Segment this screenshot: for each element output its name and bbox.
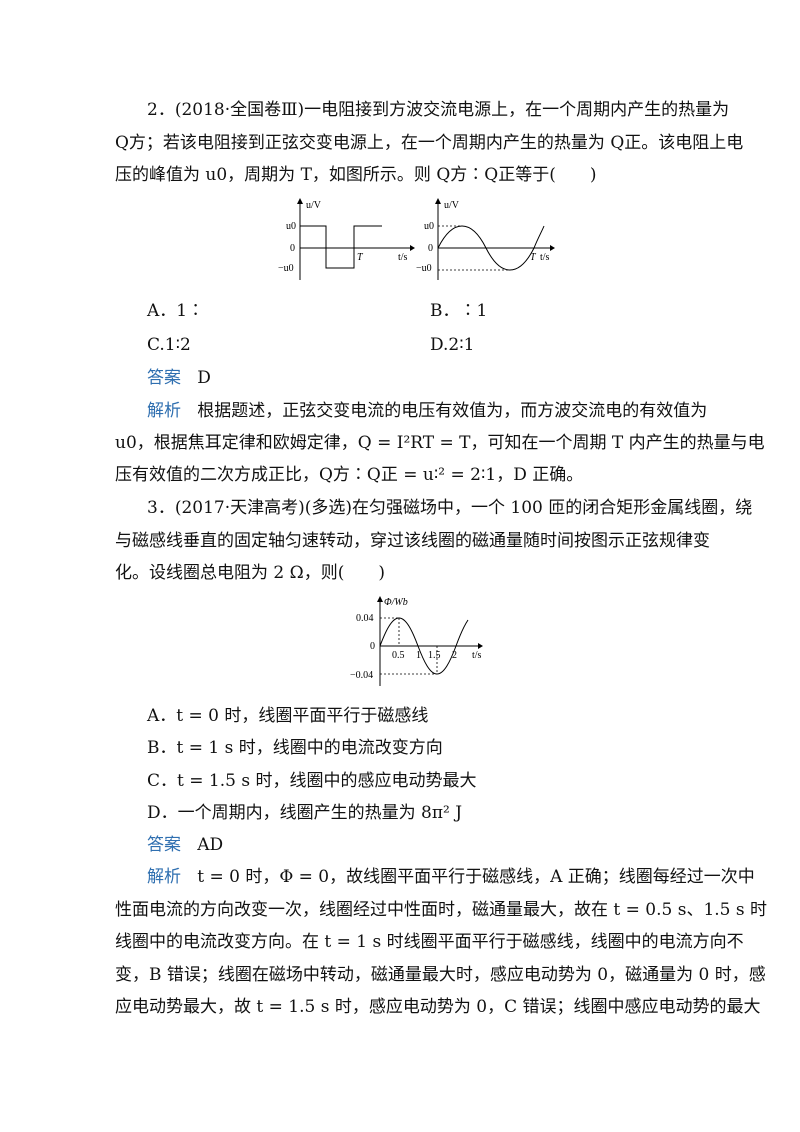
q3-analysis-line1: 解析 t = 0 时，Φ = 0，故线圈平面平行于磁感线，A 正确；线圈每经过一… bbox=[147, 866, 755, 888]
q3-option-a: A．t = 0 时，线圈平面平行于磁感线 bbox=[147, 706, 429, 726]
flux-tick-2: 2 bbox=[452, 650, 457, 661]
q2-option-a: A．1∶ bbox=[147, 301, 205, 321]
q2-stem-line3: 压的峰值为 u0，周期为 T，如图所示。则 Q方∶Q正等于( ) bbox=[115, 165, 597, 185]
square-wave-graph: u/V u0 0 −u0 T t/s bbox=[278, 198, 415, 280]
q3-stem-line1: 3．(2017·天津高考)(多选)在匀强磁场中，一个 100 匝的闭合矩形金属线… bbox=[147, 498, 753, 518]
q2-option-b: B．∶1 bbox=[430, 301, 488, 321]
sine-neg-u0-label: −u0 bbox=[416, 263, 432, 274]
q2-stem-line2: Q方；若该电阻接到正弦交变电源上，在一个周期内产生的热量为 Q正。该电阻上电 bbox=[115, 133, 744, 153]
square-u0-label: u0 bbox=[286, 221, 296, 232]
q3-answer: 答案 AD bbox=[147, 834, 223, 856]
q3-analysis-line4: 变，B 错误；线圈在磁场中转动，磁通量最大时，感应电动势为 0，磁通量为 0 时… bbox=[115, 965, 766, 985]
q3-analysis-line3: 线圈中的电流改变方向。在 t = 1 s 时线圈平面平行于磁感线，线圈中的电流方… bbox=[115, 932, 744, 952]
q2-analysis-line3: 压有效值的二次方成正比，Q方∶Q正 = u∶² = 2∶1，D 正确。 bbox=[115, 465, 584, 485]
q3-analysis-line5: 应电动势最大，故 t = 1.5 s 时，感应电动势为 0，C 错误；线圈中感应… bbox=[115, 997, 761, 1017]
q3-option-c: C．t = 1.5 s 时，线圈中的感应电动势最大 bbox=[147, 771, 477, 791]
q3-option-b: B．t = 1 s 时，线圈中的电流改变方向 bbox=[147, 738, 443, 758]
q2-stem-line1: 2．(2018·全国卷Ⅲ)一电阻接到方波交流电源上，在一个周期内产生的热量为 bbox=[147, 100, 730, 120]
square-ylabel: u/V bbox=[306, 200, 322, 211]
q2-analysis-label: 解析 bbox=[147, 401, 181, 421]
q3-analysis-label: 解析 bbox=[147, 867, 181, 887]
q3-stem-line2: 与磁感线垂直的固定轴匀速转动，穿过该线圈的磁通量随时间按图示正弦规律变 bbox=[115, 531, 710, 551]
q2-answer: 答案 D bbox=[147, 367, 211, 389]
flux-tick-15: 1.5 bbox=[428, 650, 441, 661]
flux-bottom-label: −0.04 bbox=[350, 670, 373, 681]
flux-ylabel: Φ/Wb bbox=[384, 597, 408, 608]
q3-option-d: D．一个周期内，线圈产生的热量为 8π² J bbox=[147, 803, 463, 823]
q3-answer-label: 答案 bbox=[147, 835, 181, 855]
q2-analysis-text1: 根据题述，正弦交变电流的电压有效值为，而方波交流电的有效值为 bbox=[197, 401, 708, 421]
q3-analysis-line2: 性面电流的方向改变一次，线圈经过中性面时，磁通量最大，故在 t = 0.5 s、… bbox=[115, 900, 768, 920]
flux-zero-label: 0 bbox=[370, 641, 375, 652]
sine-ylabel: u/V bbox=[444, 200, 460, 211]
q3-analysis-text1: t = 0 时，Φ = 0，故线圈平面平行于磁感线，A 正确；线圈每经过一次中 bbox=[197, 867, 755, 887]
square-zero-label: 0 bbox=[290, 243, 295, 254]
q2-answer-label: 答案 bbox=[147, 368, 181, 388]
sine-u0-label: u0 bbox=[424, 221, 434, 232]
flux-xlabel: t/s bbox=[472, 650, 482, 661]
flux-top-label: 0.04 bbox=[356, 613, 374, 624]
square-xlabel: t/s bbox=[398, 252, 408, 263]
q3-flux-graph: Φ/Wb 0.04 0 −0.04 0.5 1 1.5 2 t/s bbox=[350, 596, 483, 686]
q2-analysis-line1: 解析 根据题述，正弦交变电流的电压有效值为，而方波交流电的有效值为 bbox=[147, 400, 707, 422]
square-T-label: T bbox=[357, 252, 364, 263]
sine-T-label: T bbox=[530, 252, 537, 263]
q2-voltage-figures: u/V u0 0 −u0 T t/s u/V u0 0 −u0 T t/s bbox=[278, 198, 555, 280]
sine-zero-label: 0 bbox=[428, 243, 433, 254]
q2-analysis-line2: u0，根据焦耳定律和欧姆定律，Q = I²RT = T，可知在一个周期 T 内产… bbox=[115, 433, 765, 453]
square-neg-u0-label: −u0 bbox=[278, 263, 294, 274]
q2-answer-value: D bbox=[197, 368, 211, 388]
q2-option-c: C.1∶2 bbox=[147, 335, 191, 355]
flux-tick-1: 1 bbox=[416, 650, 421, 661]
q2-option-d: D.2∶1 bbox=[430, 335, 475, 355]
q3-answer-value: AD bbox=[197, 835, 224, 855]
sine-wave-graph: u/V u0 0 −u0 T t/s bbox=[416, 198, 555, 280]
flux-tick-05: 0.5 bbox=[392, 650, 405, 661]
sine-xlabel: t/s bbox=[540, 252, 550, 263]
q3-stem-line3: 化。设线圈总电阻为 2 Ω，则( ) bbox=[115, 563, 385, 583]
